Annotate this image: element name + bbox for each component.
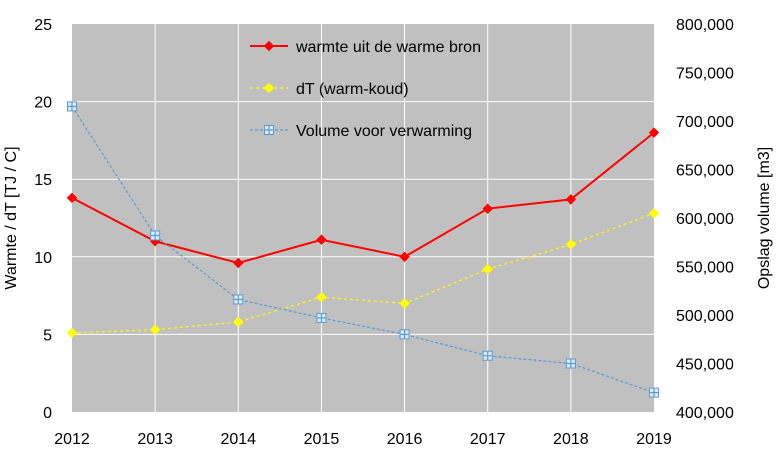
data-point (150, 230, 161, 241)
y2-tick-label: 800,000 (676, 17, 734, 34)
series-line (71, 131, 655, 265)
y2-tick-label: 500,000 (676, 308, 734, 325)
series-line (71, 212, 655, 334)
data-point (233, 316, 244, 328)
y-tick-label: 0 (43, 405, 52, 422)
series-3 (67, 101, 659, 398)
data-point (399, 251, 410, 263)
tick-labels: 0 5 10 15 20 25 400,000 450,000 500,000 550,000 60… (34, 17, 734, 448)
x-tick-label: 2018 (553, 431, 589, 448)
y2-tick-label: 450,000 (676, 357, 734, 374)
plot-area (72, 24, 654, 412)
legend: warmte uit de warme bron dT (warm-koud) Vo… (250, 39, 481, 140)
data-point (263, 82, 275, 94)
y-tick-label: 10 (34, 250, 52, 267)
series-2 (66, 208, 660, 339)
legend-label: dT (warm-koud) (296, 81, 409, 98)
data-point (648, 127, 660, 138)
legend-item: warmte uit de warme bron (250, 39, 481, 56)
legend-item: dT (warm-koud) (250, 81, 409, 98)
y2-tick-label: 400,000 (676, 405, 734, 422)
data-point (233, 294, 244, 305)
data-point (316, 312, 327, 323)
series-line (71, 106, 655, 394)
legend-label: warmte uit de warme bron (295, 39, 481, 56)
series-1 (66, 127, 660, 269)
data-point (565, 194, 577, 205)
data-point (649, 387, 659, 398)
x-tick-label: 2019 (636, 431, 672, 448)
y-tick-label: 5 (43, 327, 52, 344)
data-point (264, 125, 274, 135)
data-point (399, 329, 410, 340)
x-tick-label: 2017 (470, 431, 506, 448)
x-tick-label: 2012 (54, 431, 90, 448)
data-point (66, 192, 78, 204)
data-point (565, 358, 576, 369)
data-point (316, 234, 327, 245)
data-point (66, 327, 78, 339)
data-point (482, 350, 493, 361)
data-point (233, 257, 244, 269)
y-tick-label: 25 (34, 17, 52, 34)
y-tick-label: 15 (34, 172, 52, 189)
data-point (565, 239, 577, 250)
series-layer (66, 101, 660, 398)
data-point (316, 291, 327, 303)
gridlines (72, 24, 654, 412)
data-point (482, 203, 493, 214)
y2-tick-label: 700,000 (676, 114, 734, 131)
y2-tick-label: 750,000 (676, 66, 734, 83)
y-tick-label: 20 (34, 95, 52, 112)
y2-axis-title: Opslag volume [m3] (756, 147, 773, 289)
legend-label: Volume voor verwarming (296, 123, 472, 140)
x-tick-label: 2015 (304, 431, 340, 448)
data-point (263, 40, 275, 52)
data-point (648, 208, 660, 219)
y2-tick-label: 550,000 (676, 260, 734, 277)
data-point (482, 264, 493, 275)
x-tick-label: 2014 (220, 431, 256, 448)
x-tick-label: 2013 (137, 431, 173, 448)
y-axis-title: Warmte / dT [TJ / C] (3, 146, 20, 289)
x-tick-label: 2016 (387, 431, 423, 448)
y2-tick-label: 600,000 (676, 211, 734, 228)
data-point (67, 101, 77, 112)
legend-item: Volume voor verwarming (250, 123, 472, 140)
y2-tick-label: 650,000 (676, 163, 734, 180)
data-point (149, 324, 161, 335)
data-point (399, 298, 410, 309)
